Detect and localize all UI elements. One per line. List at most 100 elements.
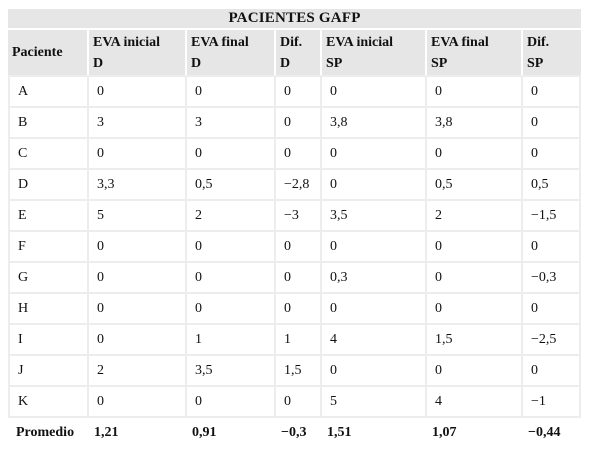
cell-diff-sp: 0 bbox=[523, 75, 581, 108]
cell-eva-initial-d: 0 bbox=[89, 387, 187, 418]
cell-patient: H bbox=[8, 294, 89, 325]
table-row: G 0 0 0 0,3 0 −0,3 bbox=[8, 263, 581, 294]
column-header: EVA final D bbox=[187, 30, 276, 75]
cell-eva-initial-d: 0 bbox=[89, 263, 187, 294]
cell-eva-initial-sp: 0 bbox=[322, 232, 427, 263]
cell-diff-d: −2,8 bbox=[276, 170, 322, 201]
column-header: EVA inicial D bbox=[89, 30, 187, 75]
cell-patient: I bbox=[8, 325, 89, 356]
cell-eva-initial-d: 0 bbox=[89, 294, 187, 325]
cell-patient: C bbox=[8, 139, 89, 170]
cell-patient: G bbox=[8, 263, 89, 294]
cell-eva-final-sp: 0,5 bbox=[427, 170, 523, 201]
cell-diff-sp: 0 bbox=[523, 294, 581, 325]
cell-diff-d: 0 bbox=[276, 387, 322, 418]
cell-eva-final-d: 0,5 bbox=[187, 170, 276, 201]
average-row: Promedio 1,21 0,91 −0,3 1,51 1,07 −0,44 bbox=[8, 418, 581, 447]
cell-eva-initial-sp: 0 bbox=[322, 170, 427, 201]
cell-diff-d: 0 bbox=[276, 294, 322, 325]
cell-patient: J bbox=[8, 356, 89, 387]
cell-eva-initial-d: 3 bbox=[89, 108, 187, 139]
cell-diff-d: 0 bbox=[276, 75, 322, 108]
cell-eva-initial-sp: 0 bbox=[322, 75, 427, 108]
cell-eva-final-d: 3,5 bbox=[187, 356, 276, 387]
cell-eva-final-d: 0 bbox=[187, 294, 276, 325]
cell-eva-final-d: 0 bbox=[187, 387, 276, 418]
cell-diff-d: 0 bbox=[276, 139, 322, 170]
cell-diff-sp: 0 bbox=[523, 108, 581, 139]
cell-diff-sp: 0 bbox=[523, 139, 581, 170]
table-row: E 5 2 −3 3,5 2 −1,5 bbox=[8, 201, 581, 232]
average-diff-sp: −0,44 bbox=[528, 424, 561, 440]
column-header: Dif. D bbox=[276, 30, 322, 75]
cell-diff-sp: 0,5 bbox=[523, 170, 581, 201]
cell-diff-sp: −1,5 bbox=[523, 201, 581, 232]
cell-eva-initial-d: 3,3 bbox=[89, 170, 187, 201]
cell-eva-initial-sp: 4 bbox=[322, 325, 427, 356]
cell-patient: D bbox=[8, 170, 89, 201]
column-header: EVA inicial SP bbox=[322, 30, 427, 75]
cell-eva-final-sp: 2 bbox=[427, 201, 523, 232]
average-eva-final-sp: 1,07 bbox=[432, 424, 457, 440]
cell-eva-final-sp: 1,5 bbox=[427, 325, 523, 356]
average-eva-initial-sp: 1,51 bbox=[327, 424, 352, 440]
cell-eva-final-sp: 0 bbox=[427, 75, 523, 108]
average-eva-initial-d: 1,21 bbox=[94, 424, 119, 440]
cell-eva-final-sp: 3,8 bbox=[427, 108, 523, 139]
cell-diff-sp: −1 bbox=[523, 387, 581, 418]
cell-diff-sp: 0 bbox=[523, 232, 581, 263]
table-row: D 3,3 0,5 −2,8 0 0,5 0,5 bbox=[8, 170, 581, 201]
table-title: PACIENTES GAFP bbox=[8, 9, 581, 30]
cell-patient: A bbox=[8, 75, 89, 108]
cell-eva-initial-sp: 5 bbox=[322, 387, 427, 418]
cell-eva-final-d: 2 bbox=[187, 201, 276, 232]
cell-diff-sp: −2,5 bbox=[523, 325, 581, 356]
patients-table: PACIENTES GAFP Paciente EVA inicial D EVA… bbox=[8, 9, 581, 447]
cell-diff-d: −3 bbox=[276, 201, 322, 232]
cell-diff-d: 0 bbox=[276, 108, 322, 139]
column-header: EVA final SP bbox=[427, 30, 523, 75]
cell-eva-initial-d: 0 bbox=[89, 75, 187, 108]
cell-patient: E bbox=[8, 201, 89, 232]
cell-eva-final-sp: 0 bbox=[427, 356, 523, 387]
cell-eva-final-d: 0 bbox=[187, 232, 276, 263]
cell-diff-sp: 0 bbox=[523, 356, 581, 387]
cell-eva-final-d: 0 bbox=[187, 139, 276, 170]
column-header: Dif. SP bbox=[523, 30, 581, 75]
cell-eva-initial-sp: 0,3 bbox=[322, 263, 427, 294]
cell-diff-d: 1,5 bbox=[276, 356, 322, 387]
cell-eva-final-sp: 0 bbox=[427, 294, 523, 325]
cell-eva-initial-d: 0 bbox=[89, 325, 187, 356]
cell-diff-d: 0 bbox=[276, 232, 322, 263]
cell-patient: B bbox=[8, 108, 89, 139]
average-patient: Promedio bbox=[16, 424, 75, 440]
average-diff-d: −0,3 bbox=[281, 424, 307, 440]
cell-eva-final-sp: 0 bbox=[427, 139, 523, 170]
cell-eva-final-d: 1 bbox=[187, 325, 276, 356]
cell-eva-initial-d: 5 bbox=[89, 201, 187, 232]
cell-eva-final-d: 0 bbox=[187, 75, 276, 108]
cell-eva-initial-d: 0 bbox=[89, 232, 187, 263]
cell-eva-initial-d: 2 bbox=[89, 356, 187, 387]
cell-eva-initial-sp: 0 bbox=[322, 294, 427, 325]
average-eva-final-d: 0,91 bbox=[192, 424, 217, 440]
table-row: B 3 3 0 3,8 3,8 0 bbox=[8, 108, 581, 139]
cell-diff-sp: −0,3 bbox=[523, 263, 581, 294]
column-header: Paciente bbox=[8, 30, 89, 75]
cell-eva-initial-d: 0 bbox=[89, 139, 187, 170]
cell-eva-initial-sp: 0 bbox=[322, 356, 427, 387]
cell-eva-initial-sp: 0 bbox=[322, 139, 427, 170]
table-row: J 2 3,5 1,5 0 0 0 bbox=[8, 356, 581, 387]
cell-eva-initial-sp: 3,8 bbox=[322, 108, 427, 139]
cell-diff-d: 1 bbox=[276, 325, 322, 356]
cell-eva-final-d: 3 bbox=[187, 108, 276, 139]
cell-eva-final-sp: 0 bbox=[427, 263, 523, 294]
header-row: Paciente EVA inicial D EVA final D Dif. D E… bbox=[8, 30, 581, 75]
cell-patient: K bbox=[8, 387, 89, 418]
table-row: I 0 1 1 4 1,5 −2,5 bbox=[8, 325, 581, 356]
table-row: K 0 0 0 5 4 −1 bbox=[8, 387, 581, 418]
